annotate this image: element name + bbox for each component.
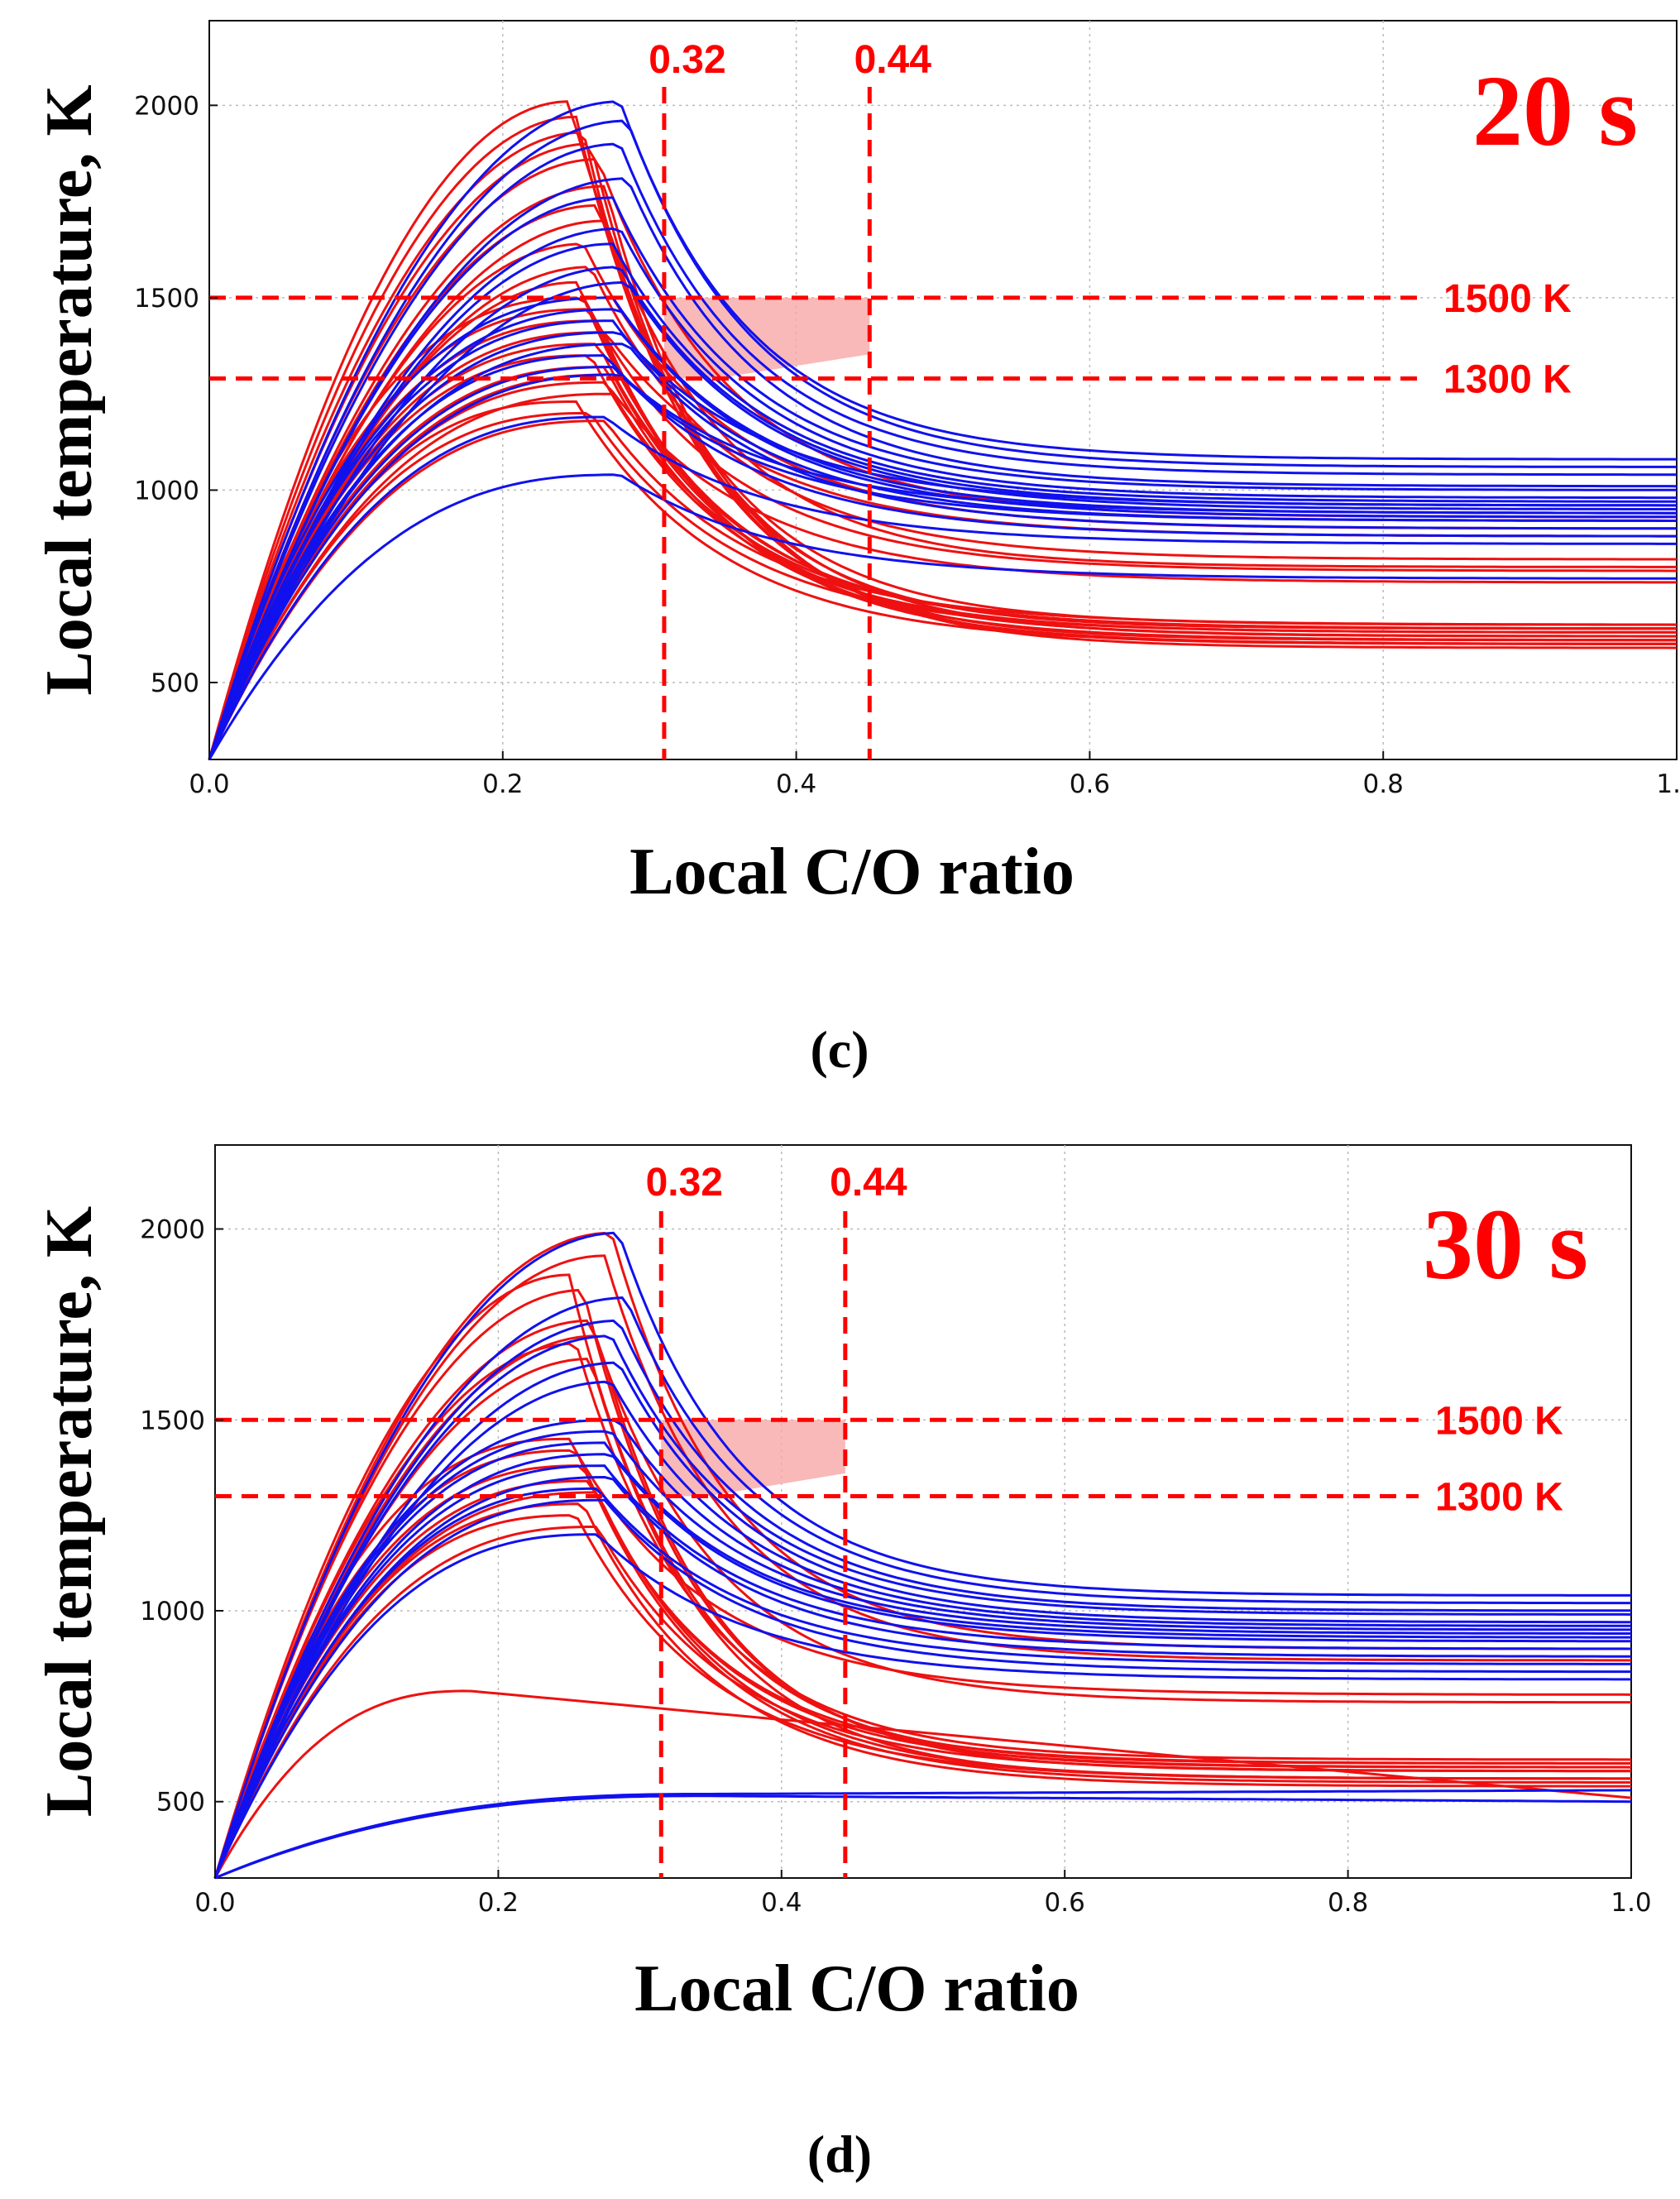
blue-series-line-13: [213, 1498, 1631, 1879]
red-series-line-16: [213, 1689, 1632, 1879]
red-series-line-13: [213, 1502, 1631, 1879]
axis-ticks-d: 0.0 0.2 0.4 0.6 0.8 1.0 500 1000 1500 2000: [140, 1215, 1652, 1918]
y-axis-title-d: Local temperature, K: [33, 1206, 106, 1817]
red-series-line-8: [213, 1437, 1632, 1879]
blue-series-line-8: [213, 1441, 1631, 1879]
panel-label-c: (c): [810, 1020, 869, 1079]
blue-series-line-1: [213, 1296, 1631, 1879]
y-tick-label: 1000: [134, 476, 199, 505]
chart-panel-c: 0.0 0.2 0.4 0.6 0.8 1.0 500 1000 1500 2000 20 s 0…: [33, 20, 1680, 1079]
hline-label-1300-c: 1300 K: [1443, 358, 1572, 402]
red-series-line-23: [208, 419, 1678, 760]
blue-series-line-2: [213, 1319, 1631, 1879]
blue-series-line-1: [208, 119, 1677, 760]
x-tick-label: 1.0: [1611, 1888, 1651, 1918]
blue-series-line-3: [213, 1334, 1632, 1879]
y-tick-label: 1500: [140, 1406, 205, 1435]
blue-series-line-15: [214, 1789, 1631, 1880]
x-tick-label: 0.6: [1045, 1888, 1085, 1918]
blue-series-line-9: [213, 1453, 1631, 1879]
x-axis-title-c: Local C/O ratio: [629, 836, 1075, 908]
blue-series-line-4: [208, 196, 1677, 760]
blue-series-line-13: [208, 343, 1677, 760]
y-tick-label: 2000: [140, 1215, 205, 1245]
series-lines-c: [208, 100, 1678, 760]
x-tick-label: 0.0: [189, 769, 229, 799]
red-series-line-22: [208, 411, 1678, 760]
blue-series-line-6: [208, 242, 1677, 760]
time-label-d: 30 s: [1423, 1189, 1588, 1301]
blue-series-line-17: [208, 415, 1677, 760]
blue-series-line-5: [213, 1380, 1631, 1879]
x-tick-label: 0.6: [1070, 769, 1110, 799]
red-series-line-15: [213, 1526, 1631, 1879]
y-tick-label: 1000: [140, 1597, 205, 1626]
blue-series-line-6: [213, 1418, 1631, 1879]
series-lines-d: [213, 1231, 1632, 1880]
x-tick-label: 0.8: [1328, 1888, 1368, 1918]
blue-series-line-4: [213, 1361, 1631, 1879]
y-tick-label: 500: [151, 668, 199, 698]
blue-series-line-15: [208, 366, 1677, 760]
blue-series-line-16: [208, 373, 1677, 760]
target-window-d: [661, 1420, 845, 1497]
red-series-line-21: [208, 400, 1677, 760]
panel-label-d: (d): [807, 2125, 872, 2183]
blue-series-line-11: [213, 1475, 1631, 1879]
red-series-line-14: [213, 1514, 1631, 1879]
red-series-line-19: [208, 381, 1677, 760]
red-series-line-17: [208, 366, 1677, 760]
x-tick-label: 0.4: [761, 1888, 802, 1918]
vline-label-0-44-c: 0.44: [854, 38, 932, 82]
axis-ticks-c: 0.0 0.2 0.4 0.6 0.8 1.0 500 1000 1500 2000: [134, 91, 1680, 799]
x-tick-label: 0.2: [478, 1888, 519, 1918]
blue-series-line-14: [208, 354, 1677, 760]
blue-series-line-16: [214, 1794, 1632, 1880]
blue-series-line-12: [213, 1487, 1631, 1879]
x-tick-label: 0.4: [776, 769, 816, 799]
time-label-c: 20 s: [1472, 55, 1638, 167]
y-tick-label: 500: [156, 1788, 205, 1818]
x-tick-label: 1.0: [1656, 769, 1680, 799]
blue-series-line-14: [213, 1533, 1631, 1879]
blue-series-line-3: [208, 177, 1678, 760]
hline-label-1300-d: 1300 K: [1435, 1476, 1563, 1520]
x-tick-label: 0.8: [1363, 769, 1404, 799]
red-series-line-1: [213, 1254, 1631, 1879]
reference-lines-d: [215, 1211, 1419, 1878]
target-window-shade: [661, 1420, 845, 1497]
red-series-line-6: [213, 1342, 1631, 1879]
blue-series-line-0: [213, 1231, 1631, 1879]
x-axis-title-d: Local C/O ratio: [634, 1952, 1079, 2025]
x-tick-label: 0.0: [194, 1888, 235, 1918]
blue-series-line-5: [208, 227, 1677, 760]
red-series-line-20: [208, 392, 1677, 760]
red-series-line-9: [213, 1449, 1631, 1879]
red-series-line-4: [213, 1319, 1631, 1879]
blue-series-line-7: [213, 1430, 1631, 1879]
y-tick-label: 2000: [134, 91, 199, 121]
blue-series-line-0: [208, 100, 1677, 760]
hline-label-1500-d: 1500 K: [1435, 1399, 1563, 1443]
reference-lines-c: [209, 87, 1427, 759]
vline-label-0-32-c: 0.32: [649, 38, 725, 82]
hline-label-1500-c: 1500 K: [1443, 277, 1572, 321]
vline-label-0-44-d: 0.44: [830, 1161, 907, 1205]
red-series-line-0: [208, 100, 1677, 760]
chart-panel-d: 0.0 0.2 0.4 0.6 0.8 1.0 500 1000 1500 2000 30 s 0…: [33, 1144, 1652, 2183]
vline-label-0-32-d: 0.32: [646, 1161, 723, 1205]
y-tick-label: 1500: [134, 284, 199, 314]
blue-series-line-10: [213, 1464, 1632, 1879]
red-series-line-10: [208, 280, 1677, 760]
x-tick-label: 0.2: [482, 769, 523, 799]
y-axis-title-c: Local temperature, K: [33, 84, 106, 695]
blue-series-line-2: [208, 142, 1677, 760]
blue-series-line-18: [208, 473, 1677, 760]
